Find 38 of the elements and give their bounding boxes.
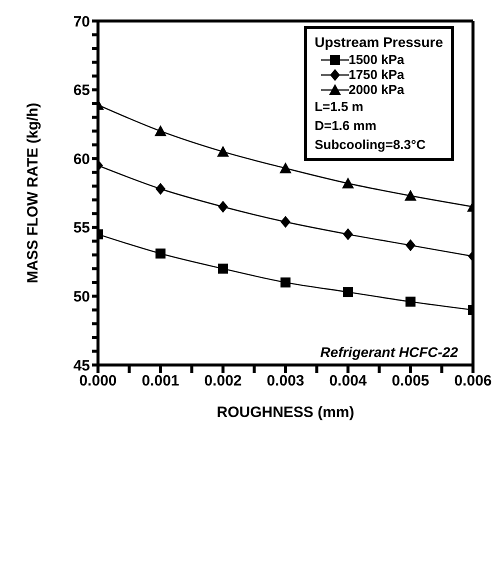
y-tick-label: 45 <box>73 357 90 374</box>
legend-label: 1500 kPa <box>348 52 404 67</box>
y-tick-label: 55 <box>73 220 90 237</box>
point <box>343 287 353 298</box>
point <box>154 125 166 136</box>
point <box>218 264 228 274</box>
x-tick-label: 0.006 <box>454 372 492 390</box>
x-tick-label: 0.000 <box>79 372 117 390</box>
point <box>280 216 290 228</box>
point <box>280 277 290 288</box>
x-axis-title: ROUGHNESS (mm) <box>216 404 354 421</box>
annotation: Refrigerant HCFC-22 <box>320 344 458 360</box>
y-tick-label: 70 <box>73 13 90 30</box>
y-tick-label: 50 <box>73 288 90 306</box>
legend-label: 1750 kPa <box>348 67 404 82</box>
x-tick-label: 0.003 <box>266 372 304 390</box>
point <box>342 177 354 188</box>
point <box>156 182 166 195</box>
y-tick-label: 60 <box>73 150 90 168</box>
x-tick-label: 0.002 <box>204 372 242 390</box>
point <box>217 146 229 157</box>
point <box>280 162 292 174</box>
annotation: Subcooling=8.3°C <box>314 136 427 154</box>
x-tick-label: 0.005 <box>392 372 430 390</box>
annotation: D=1.6 mm <box>314 117 378 135</box>
point <box>404 190 416 201</box>
point <box>218 200 228 213</box>
point <box>406 239 416 252</box>
x-tick-label: 0.001 <box>142 372 180 390</box>
legend-title: Upstream Pressure <box>314 33 443 52</box>
x-tick-label: 0.004 <box>329 372 368 390</box>
y-tick-label: 65 <box>73 82 90 100</box>
point <box>343 228 353 240</box>
point <box>406 296 416 307</box>
point <box>156 248 166 259</box>
annotation: L=1.5 m <box>314 98 364 116</box>
legend-label: 2000 kPa <box>348 82 404 97</box>
y-axis-title: MASS FLOW RATE (kg/h) <box>24 102 42 284</box>
